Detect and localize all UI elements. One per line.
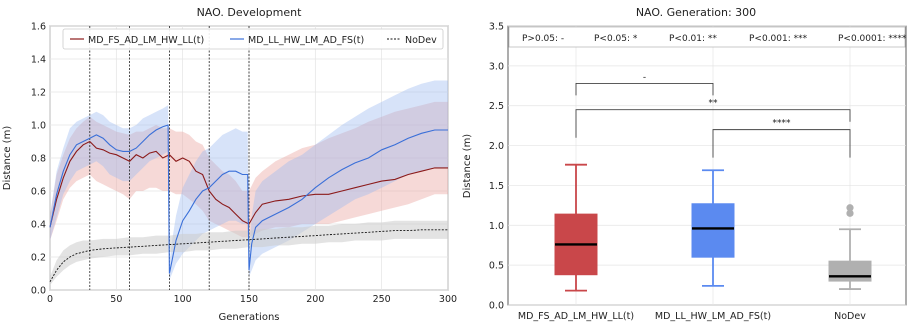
- x-tick-label: 300: [439, 294, 457, 305]
- legend-box: [62, 28, 444, 50]
- y-tick-label: 1.6: [31, 22, 46, 33]
- legend: MD_FS_AD_LM_HW_LL(t) MD_LL_HW_LM_AD_FS(t…: [62, 28, 444, 50]
- std-band-1: [50, 101, 448, 241]
- significance-legend: P>0.05: - P<0.05: * P<0.01: ** P<0.001: …: [508, 26, 907, 48]
- significance-mark: **: [709, 99, 719, 109]
- legend-label-3: NoDev: [405, 35, 437, 46]
- y-tick-label: 1.2: [31, 88, 46, 99]
- significance-brackets: -******: [575, 72, 851, 158]
- y-tick-label: 1.4: [31, 55, 46, 66]
- y-tick-label: 0.4: [31, 220, 46, 231]
- y-tick-label: 0.2: [31, 253, 46, 264]
- significance-bracket: [575, 109, 851, 138]
- sig-label-5: P<0.0001: ****: [838, 34, 907, 44]
- y-tick-label: 3.5: [489, 22, 504, 33]
- phase-lines: [89, 26, 250, 290]
- significance-mark: -: [643, 72, 646, 82]
- series-line-2: [49, 124, 448, 274]
- legend-label-2: MD_LL_HW_LM_AD_FS(t): [248, 35, 364, 46]
- std-band-3: [50, 220, 448, 286]
- boxplot-y-axis-label: Distance (m): [462, 134, 473, 199]
- series-lines: [49, 124, 448, 283]
- y-tick-label: 0.5: [489, 261, 504, 272]
- legend-label-1: MD_FS_AD_LM_HW_LL(t): [88, 35, 204, 46]
- std-band-2: [50, 80, 448, 281]
- generation-boxplot: NAO. Generation: 300 P>0.05: - P<0.05: *…: [462, 6, 907, 322]
- category-label: NoDev: [834, 311, 866, 322]
- sig-label-3: P<0.01: **: [669, 34, 717, 44]
- sig-label-1: P>0.05: -: [522, 34, 564, 44]
- x-tick-label: 50: [110, 294, 122, 305]
- y-tick-label: 0.0: [31, 286, 46, 297]
- series-line-1: [49, 140, 448, 228]
- y-tick-label: 0.0: [489, 301, 504, 312]
- y-tick-label: 0.6: [31, 187, 46, 198]
- y-tick-label: 1.5: [489, 181, 504, 192]
- y-tick-label: 2.5: [489, 101, 504, 112]
- outlier-point: [846, 204, 854, 212]
- y-tick-label: 0.8: [31, 154, 46, 165]
- series-line-3: [49, 229, 448, 283]
- box: [691, 203, 735, 258]
- chart-title: NAO. Development: [197, 6, 303, 19]
- boxes: [554, 163, 872, 292]
- y-tick-label: 1.0: [489, 221, 504, 232]
- x-tick-label: 200: [306, 294, 324, 305]
- sig-label-4: P<0.001: ***: [749, 34, 808, 44]
- significance-bracket: [712, 129, 851, 158]
- boxplot-tick-labels: 0.0 0.5 1.0 1.5 2.0 2.5 3.0 3.5 MD_FS_AD_LM_HW_L…: [489, 22, 866, 323]
- development-chart: NAO. Development 0.0 0.2 0.4 0.6 0.8 1.0 1.2 1.…: [2, 6, 457, 323]
- y-tick-label: 1.0: [31, 121, 46, 132]
- category-label: MD_LL_HW_LM_AD_FS(t): [655, 311, 771, 322]
- boxplot-title: NAO. Generation: 300: [636, 6, 756, 19]
- y-tick-label: 2.0: [489, 141, 504, 152]
- significance-bracket: [575, 82, 714, 96]
- x-tick-label: 100: [174, 294, 192, 305]
- sig-label-2: P<0.05: *: [594, 34, 638, 44]
- significance-mark: ****: [773, 119, 792, 129]
- x-tick-label: 0: [47, 294, 53, 305]
- x-tick-label: 250: [373, 294, 391, 305]
- y-tick-label: 3.0: [489, 61, 504, 72]
- x-tick-label: 150: [240, 294, 258, 305]
- category-label: MD_FS_AD_LM_HW_LL(t): [518, 311, 634, 322]
- x-axis-label: Generations: [219, 312, 280, 323]
- outlier-point: [846, 209, 854, 217]
- y-axis-label: Distance (m): [2, 126, 13, 191]
- significance-legend-box: [508, 26, 906, 48]
- box: [828, 260, 872, 282]
- tick-labels: 0.0 0.2 0.4 0.6 0.8 1.0 1.2 1.4 1.6 0 50 100 150 200 2…: [31, 22, 457, 306]
- std-bands: [50, 80, 448, 286]
